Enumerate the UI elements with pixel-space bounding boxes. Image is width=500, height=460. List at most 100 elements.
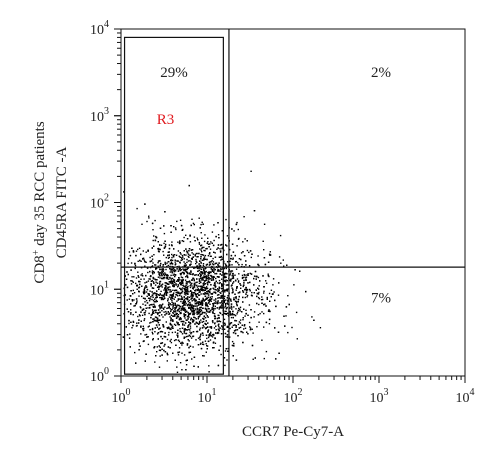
data-point (198, 252, 200, 255)
data-point (213, 224, 215, 226)
data-point (175, 293, 177, 296)
data-point (163, 311, 165, 313)
data-point (162, 316, 164, 318)
data-point (212, 321, 214, 324)
data-point (219, 265, 221, 268)
data-point (144, 301, 146, 303)
data-point (138, 276, 140, 278)
data-point (224, 324, 226, 327)
data-point (156, 326, 159, 328)
x-axis-title: CCR7 Pe-Cy7-A (242, 424, 344, 440)
data-point (234, 254, 236, 257)
data-point (156, 293, 158, 295)
data-point (223, 300, 225, 302)
data-point (238, 258, 241, 260)
data-point (195, 330, 198, 333)
data-point (178, 265, 180, 268)
data-point (235, 302, 238, 304)
data-point (168, 312, 171, 314)
data-point (172, 303, 174, 306)
data-point (225, 299, 227, 301)
data-point (263, 292, 265, 294)
data-point (127, 273, 129, 276)
data-point (153, 254, 155, 256)
data-point (258, 264, 260, 267)
data-point (133, 299, 135, 301)
data-point (172, 320, 174, 322)
data-point (169, 282, 172, 284)
data-point (176, 286, 179, 288)
data-point (165, 321, 167, 323)
data-point (142, 258, 144, 260)
data-point (198, 316, 200, 318)
data-point (200, 268, 202, 270)
data-point (255, 289, 257, 291)
data-point (177, 339, 180, 341)
data-point (136, 207, 138, 210)
data-point (251, 253, 253, 255)
data-point (212, 257, 214, 260)
data-point (212, 303, 214, 305)
data-point (150, 285, 152, 287)
data-point (246, 288, 249, 291)
data-point (160, 298, 163, 301)
data-point (221, 230, 224, 232)
data-point (196, 322, 198, 325)
data-point (236, 304, 238, 307)
data-point (156, 317, 159, 320)
data-point (184, 311, 187, 313)
data-point (151, 298, 153, 301)
data-point (213, 268, 215, 270)
data-point (188, 291, 190, 293)
data-point (149, 297, 151, 300)
data-point (186, 344, 189, 346)
data-point (216, 294, 219, 296)
data-point (160, 330, 162, 333)
data-point (178, 255, 180, 257)
data-point (143, 308, 145, 310)
data-point (221, 307, 223, 309)
data-point (204, 303, 207, 305)
data-point (150, 284, 152, 286)
data-point (149, 256, 151, 259)
data-point (191, 300, 193, 302)
data-point (150, 321, 152, 324)
data-point (191, 318, 194, 321)
data-point (176, 294, 179, 297)
data-point (236, 286, 238, 288)
data-point (168, 278, 170, 280)
data-point (205, 270, 207, 273)
data-point (263, 312, 265, 315)
data-point (137, 315, 139, 318)
data-point (184, 310, 186, 312)
data-point (211, 263, 214, 265)
data-point (225, 348, 227, 350)
data-point (234, 296, 237, 298)
data-point (232, 332, 235, 334)
data-point (268, 318, 271, 321)
data-point (179, 294, 181, 297)
data-point (206, 303, 208, 305)
data-point (162, 250, 164, 253)
data-point (264, 303, 266, 305)
data-point (207, 241, 209, 243)
data-point (187, 318, 189, 320)
data-point (161, 298, 163, 300)
data-point (227, 295, 229, 297)
data-point (199, 279, 201, 282)
data-point (246, 296, 248, 298)
data-point (224, 275, 226, 278)
data-point (187, 285, 189, 288)
data-point (187, 304, 189, 307)
data-point (218, 282, 220, 285)
data-point (134, 351, 136, 354)
data-point (224, 310, 227, 313)
data-point (148, 278, 150, 280)
data-point (165, 277, 167, 279)
data-point (209, 303, 211, 305)
data-point (167, 254, 169, 257)
data-point (245, 309, 247, 311)
data-point (156, 333, 159, 335)
data-point (197, 337, 200, 339)
data-point (199, 313, 201, 316)
